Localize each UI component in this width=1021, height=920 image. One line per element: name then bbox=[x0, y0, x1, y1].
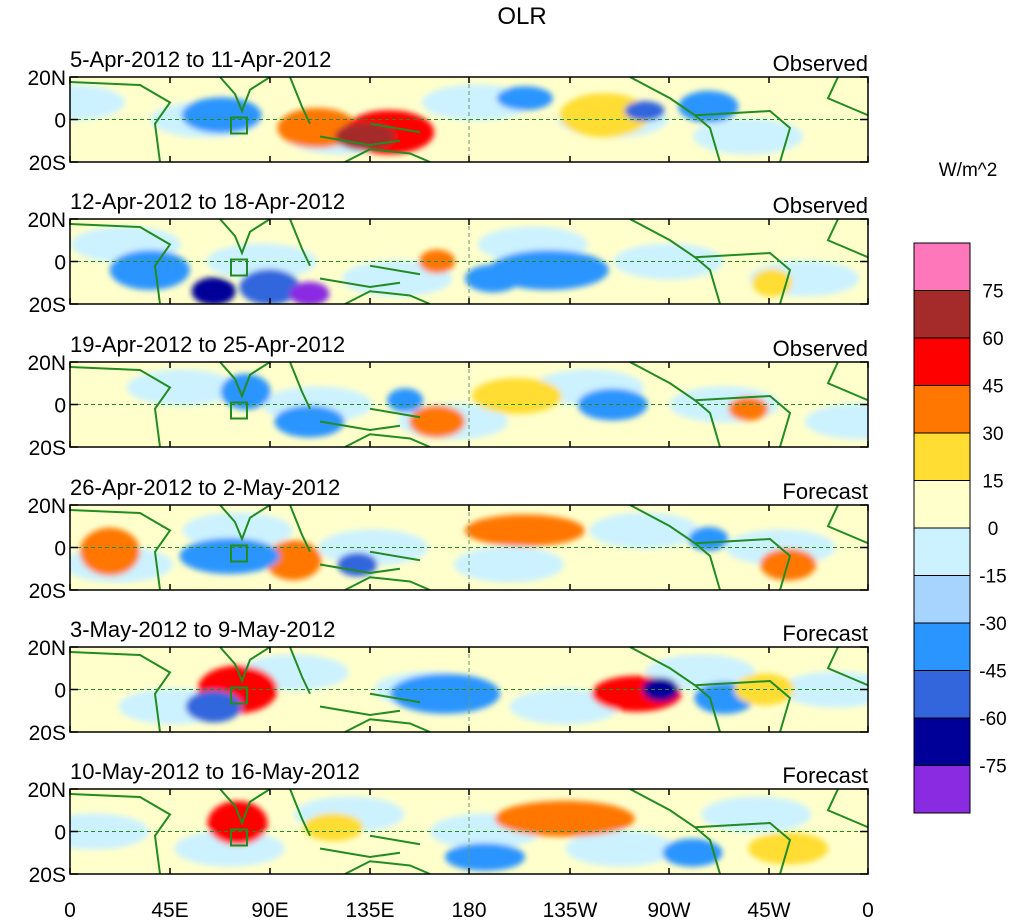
panel-type: Forecast bbox=[782, 763, 868, 788]
region-box bbox=[230, 258, 248, 277]
coastline bbox=[70, 362, 868, 447]
panel-period: 10-May-2012 to 16-May-2012 bbox=[70, 759, 360, 784]
region-box bbox=[230, 401, 248, 420]
map-panel-6: 20N 0 20S 10-May-2012 to 16-May-2012 Forecas… bbox=[27, 759, 869, 887]
lat-tick-label: 20N bbox=[27, 495, 66, 518]
colorbar-swatch bbox=[913, 432, 971, 481]
colorbar-label: 45 bbox=[982, 377, 1003, 398]
lat-tick-label: 20S bbox=[29, 294, 66, 317]
panel-type: Forecast bbox=[782, 621, 868, 646]
lat-tick-label: 20S bbox=[29, 152, 66, 175]
colorbar-swatch bbox=[913, 480, 971, 529]
lat-tick-label: 20N bbox=[27, 67, 66, 90]
colorbar-label: 30 bbox=[982, 424, 1003, 445]
panel-type: Forecast bbox=[782, 479, 868, 504]
lat-tick-label: 0 bbox=[54, 822, 66, 845]
lat-tick-label: 20S bbox=[29, 580, 66, 603]
panel-period: 5-Apr-2012 to 11-Apr-2012 bbox=[70, 47, 331, 72]
figure-title: OLR bbox=[497, 3, 546, 30]
colorbar-swatch bbox=[913, 765, 971, 814]
lat-tick-label: 0 bbox=[54, 395, 66, 418]
lat-tick-label: 20N bbox=[27, 779, 66, 802]
colorbar-label: -30 bbox=[979, 614, 1006, 635]
coastline bbox=[70, 219, 868, 304]
lon-tick-label: 135W bbox=[543, 899, 598, 920]
lat-tick-label: 20N bbox=[27, 352, 66, 375]
colorbar-label: -60 bbox=[979, 709, 1006, 730]
lat-tick-label: 20N bbox=[27, 209, 66, 232]
colorbar-swatch bbox=[913, 242, 971, 291]
map-panels: 20N 0 20S 5-Apr-2012 to 11-Apr-2012 Observed… bbox=[27, 47, 869, 887]
panel-period: 12-Apr-2012 to 18-Apr-2012 bbox=[70, 189, 345, 214]
colorbar-swatch bbox=[913, 717, 971, 766]
panel-period: 19-Apr-2012 to 25-Apr-2012 bbox=[70, 332, 345, 357]
map-panel-4: 20N 0 20S 26-Apr-2012 to 2-May-2012 Forecast bbox=[27, 475, 869, 603]
lon-tick-label: 90W bbox=[647, 899, 690, 920]
map-panel-3: 20N 0 20S 19-Apr-2012 to 25-Apr-2012 Observe… bbox=[27, 332, 869, 460]
lon-tick-label: 0 bbox=[862, 899, 874, 920]
coastline bbox=[70, 505, 868, 590]
colorbar-label: 0 bbox=[988, 519, 999, 540]
colorbar-swatch bbox=[913, 385, 971, 434]
colorbar-swatch bbox=[913, 337, 971, 386]
panel-type: Observed bbox=[773, 51, 868, 76]
region-box bbox=[230, 544, 248, 563]
colorbar-label: 75 bbox=[982, 282, 1003, 303]
lat-tick-label: 20N bbox=[27, 637, 66, 660]
colorbar-label: -75 bbox=[979, 757, 1006, 778]
colorbar-label: -15 bbox=[979, 567, 1006, 588]
lon-tick-label: 90E bbox=[251, 899, 288, 920]
colorbar-label: 60 bbox=[982, 329, 1003, 350]
panel-period: 26-Apr-2012 to 2-May-2012 bbox=[70, 475, 340, 500]
map-panel-1: 20N 0 20S 5-Apr-2012 to 11-Apr-2012 Observed bbox=[27, 47, 869, 175]
colorbar-swatch bbox=[913, 575, 971, 624]
region-box bbox=[230, 828, 248, 847]
lat-tick-label: 0 bbox=[54, 252, 66, 275]
colorbar: 75 60 45 30 15 0 -15 -30 -45 -60 -75 bbox=[913, 242, 1007, 814]
region-box bbox=[230, 116, 248, 135]
colorbar-swatch bbox=[913, 622, 971, 671]
colorbar-units: W/m^2 bbox=[939, 160, 998, 181]
lon-tick-label: 0 bbox=[64, 899, 76, 920]
longitude-axis: 0 45E 90E 135E 180 135W 90W 45W 0 bbox=[64, 899, 874, 920]
lon-tick-label: 135E bbox=[345, 899, 394, 920]
lat-tick-label: 0 bbox=[54, 538, 66, 561]
map-panel-5: 20N 0 20S 3-May-2012 to 9-May-2012 Forecast bbox=[27, 617, 869, 745]
coastline bbox=[70, 647, 868, 732]
lon-tick-label: 45W bbox=[747, 899, 790, 920]
colorbar-label: 15 bbox=[982, 472, 1003, 493]
region-box bbox=[230, 686, 248, 705]
coastline bbox=[70, 77, 868, 162]
lat-tick-label: 20S bbox=[29, 864, 66, 887]
panel-type: Observed bbox=[773, 336, 868, 361]
lat-tick-label: 0 bbox=[54, 680, 66, 703]
coastline bbox=[70, 789, 868, 874]
panel-period: 3-May-2012 to 9-May-2012 bbox=[70, 617, 335, 642]
map-panel-2: 20N 0 20S 12-Apr-2012 to 18-Apr-2012 Observe… bbox=[27, 189, 869, 317]
colorbar-label: -45 bbox=[979, 662, 1006, 683]
lat-tick-label: 0 bbox=[54, 110, 66, 133]
colorbar-swatch bbox=[913, 527, 971, 576]
colorbar-swatch bbox=[913, 670, 971, 719]
lat-tick-label: 20S bbox=[29, 722, 66, 745]
colorbar-swatch bbox=[913, 290, 971, 339]
lon-tick-label: 45E bbox=[151, 899, 188, 920]
lat-tick-label: 20S bbox=[29, 437, 66, 460]
lon-tick-label: 180 bbox=[451, 899, 486, 920]
panel-type: Observed bbox=[773, 193, 868, 218]
